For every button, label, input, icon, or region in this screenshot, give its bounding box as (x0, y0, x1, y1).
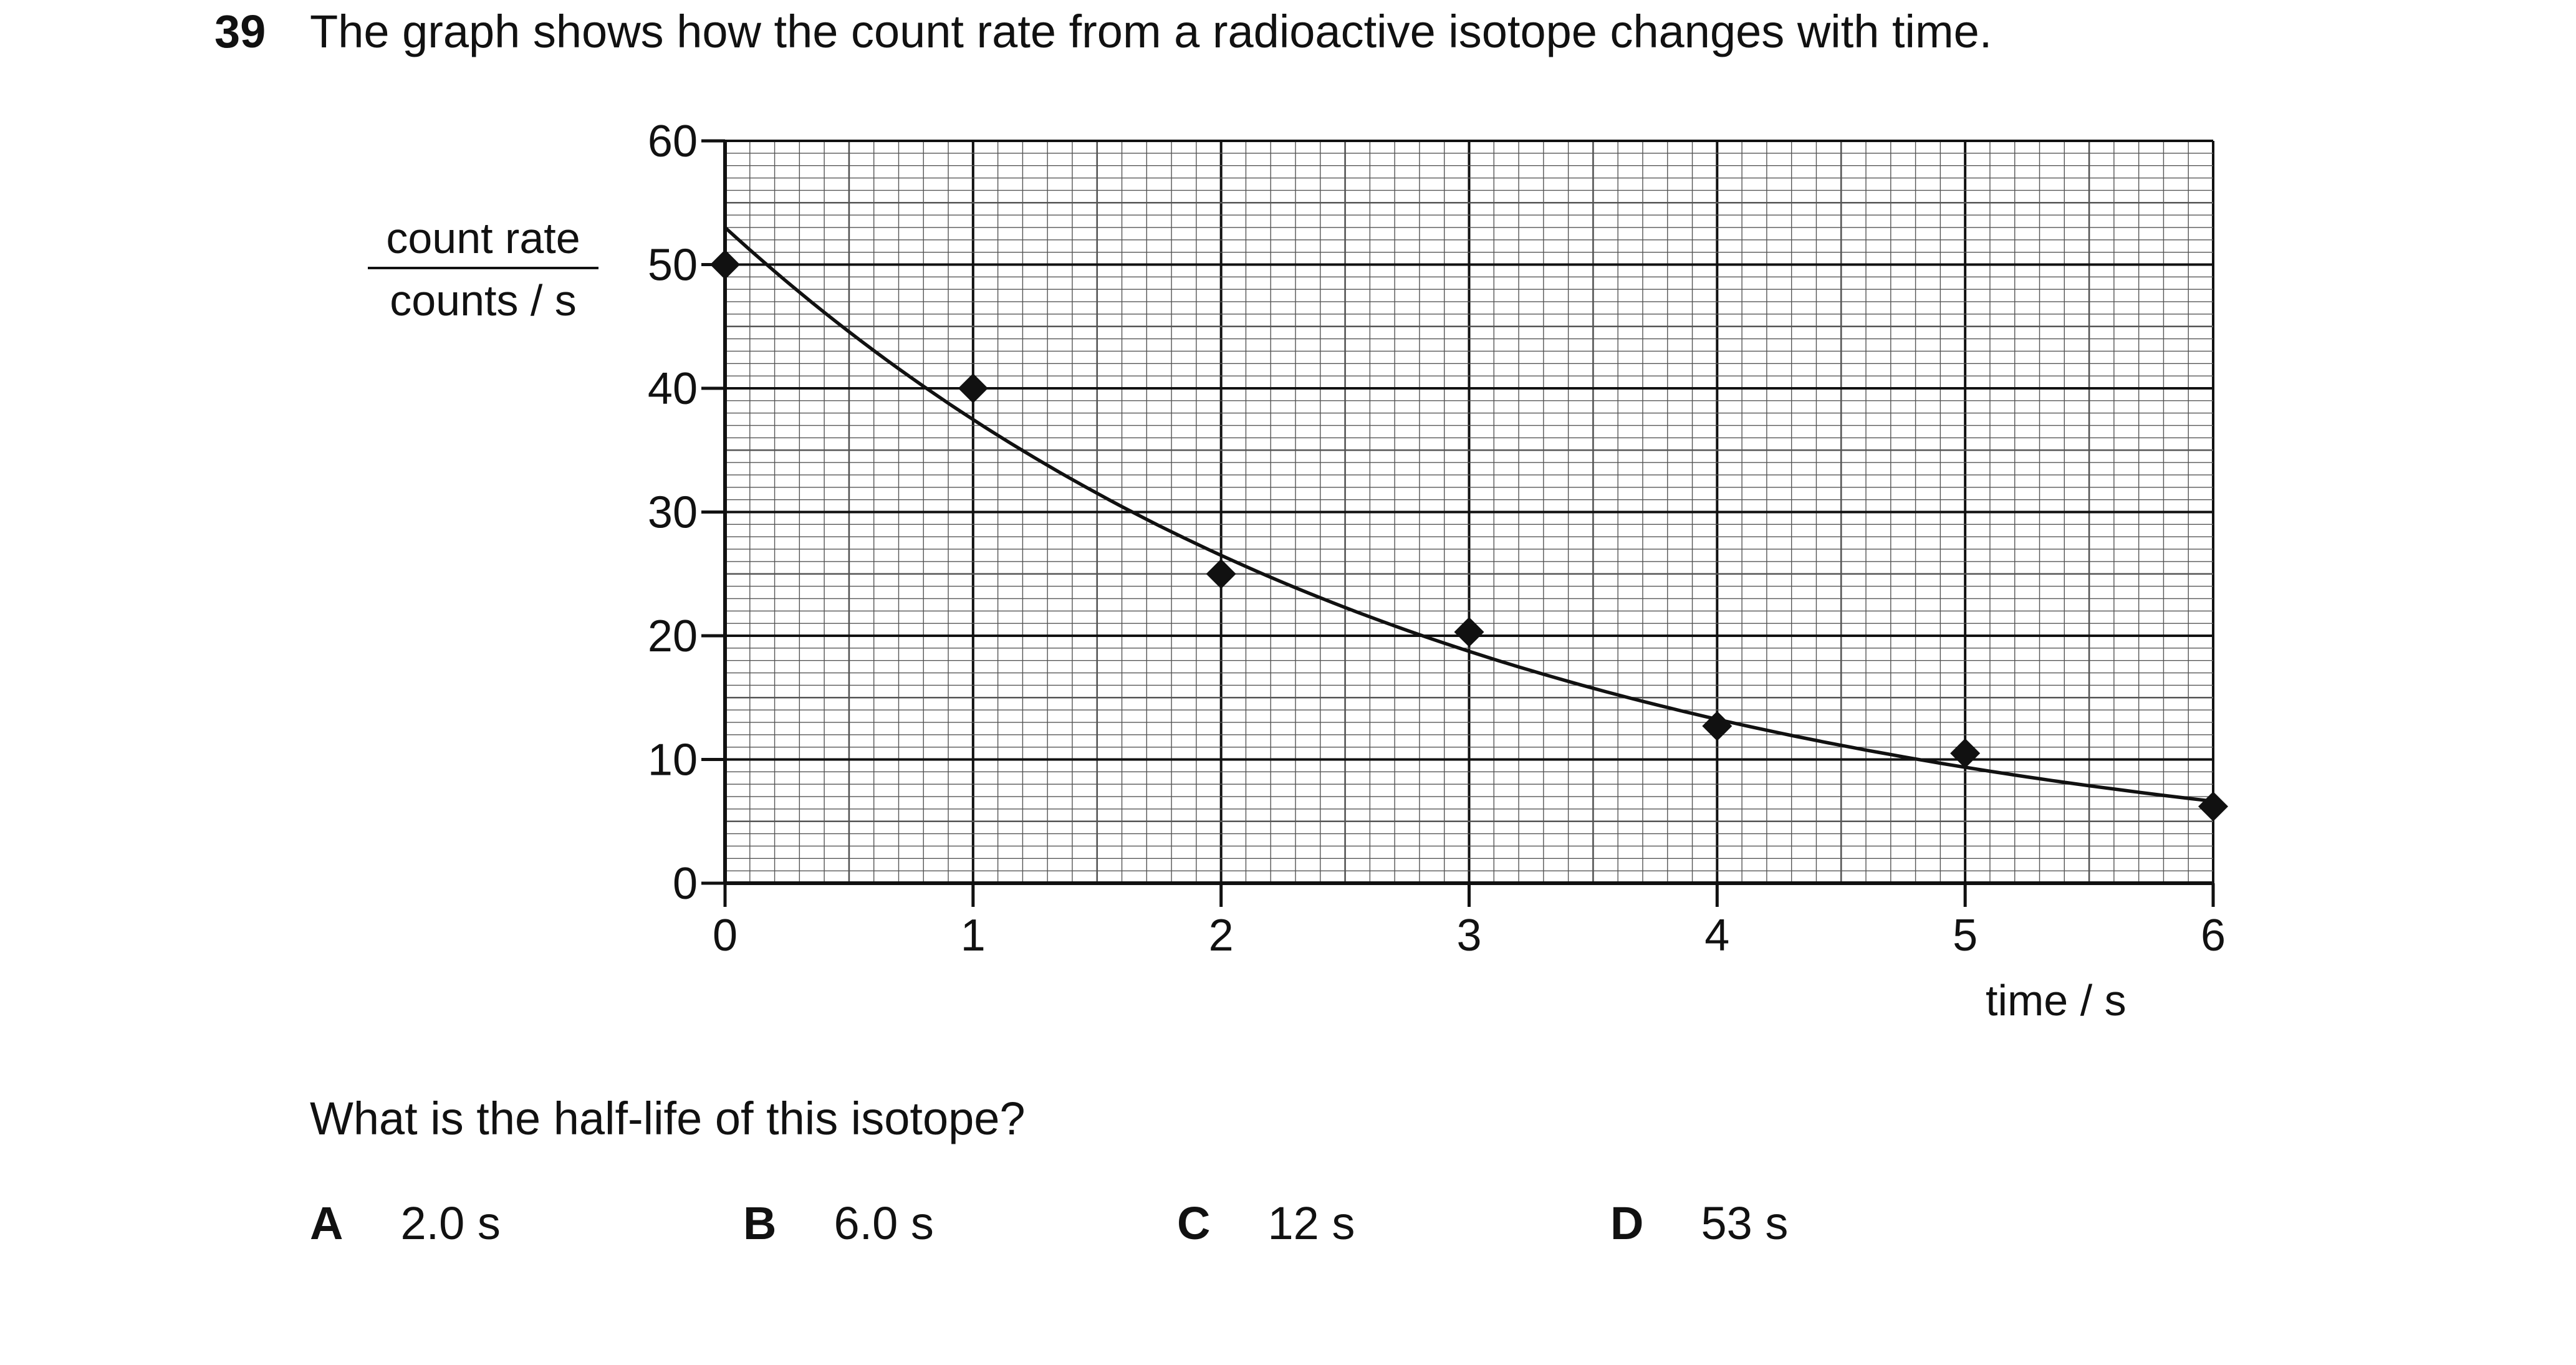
option-c-letter: C (1177, 1197, 1211, 1249)
y-axis-label-numerator: count rate (386, 214, 580, 262)
question-number: 39 (214, 6, 266, 57)
x-tick-label: 3 (1456, 911, 1481, 960)
chart-axis-ticks: 0 10 20 30 40 50 60 0 1 2 3 4 5 6 (648, 117, 2226, 960)
option-a[interactable]: A 2.0 s (310, 1197, 501, 1250)
data-point-2 (1206, 558, 1236, 589)
decay-chart: 0 10 20 30 40 50 60 0 1 2 3 4 5 6 (648, 117, 2228, 960)
option-d-letter: D (1610, 1197, 1644, 1249)
option-d[interactable]: D 53 s (1610, 1197, 1788, 1250)
option-c-value: 12 s (1267, 1197, 1355, 1249)
y-axis-label-denominator: counts / s (368, 267, 598, 325)
option-c[interactable]: C 12 s (1177, 1197, 1355, 1250)
data-point-0 (710, 249, 740, 280)
option-d-value: 53 s (1701, 1197, 1789, 1249)
y-tick-label: 0 (673, 859, 698, 909)
x-tick-label: 6 (2201, 911, 2226, 960)
question-text: The graph shows how the count rate from … (310, 6, 1992, 57)
y-tick-label: 40 (648, 364, 698, 414)
y-tick-label: 10 (648, 735, 698, 785)
x-tick-label: 0 (713, 911, 738, 960)
x-axis-label: time / s (1986, 976, 2127, 1025)
question-prompt: What is the half-life of this isotope? (310, 1093, 1026, 1144)
data-point-5 (1950, 738, 1981, 769)
option-b[interactable]: B 6.0 s (743, 1197, 934, 1250)
data-point-1 (958, 373, 988, 403)
data-point-6 (2198, 791, 2228, 821)
option-a-value: 2.0 s (400, 1197, 501, 1249)
data-point-4 (1702, 711, 1733, 741)
y-tick-label: 60 (648, 117, 698, 166)
x-tick-label: 4 (1704, 911, 1729, 960)
x-tick-label: 1 (961, 911, 986, 960)
x-tick-label: 5 (1953, 911, 1978, 960)
y-tick-label: 50 (648, 241, 698, 290)
y-tick-label: 30 (648, 488, 698, 538)
y-axis-label: count rate counts / s (368, 213, 598, 325)
chart-data-points (710, 249, 2228, 821)
y-tick-label: 20 (648, 611, 698, 661)
option-a-letter: A (310, 1197, 344, 1249)
x-tick-label: 2 (1209, 911, 1234, 960)
option-b-letter: B (743, 1197, 777, 1249)
data-point-3 (1454, 617, 1484, 648)
option-b-value: 6.0 s (834, 1197, 934, 1249)
